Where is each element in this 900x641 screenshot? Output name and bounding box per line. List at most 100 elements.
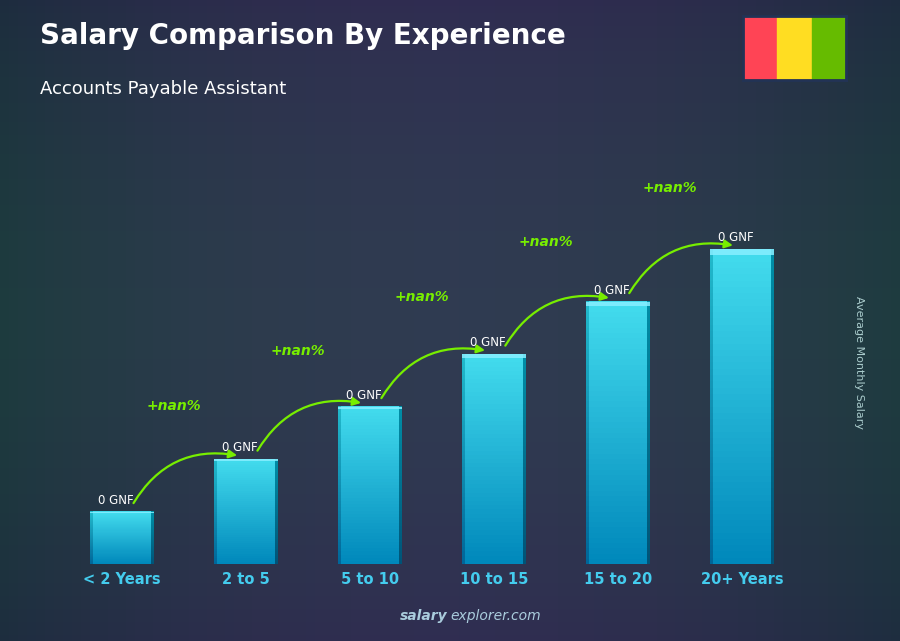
Bar <box>523 370 526 375</box>
Text: 0 GNF: 0 GNF <box>98 494 134 507</box>
Bar <box>274 499 278 501</box>
Bar <box>90 549 155 551</box>
Bar <box>462 362 465 367</box>
Bar <box>214 463 278 465</box>
Bar <box>523 408 526 413</box>
Bar <box>462 442 465 447</box>
Bar <box>709 545 774 551</box>
Bar <box>214 538 278 541</box>
Bar <box>214 551 278 554</box>
Bar <box>274 497 278 499</box>
Bar <box>90 546 155 547</box>
Bar <box>338 554 341 558</box>
Bar <box>709 324 774 331</box>
Bar <box>90 537 155 538</box>
Bar <box>462 488 465 493</box>
Bar <box>399 548 402 551</box>
Bar <box>586 543 590 548</box>
Bar <box>151 519 155 520</box>
Bar <box>646 453 650 459</box>
Bar <box>812 16 846 80</box>
Bar <box>399 560 402 564</box>
Bar <box>709 400 774 406</box>
Bar <box>338 482 341 485</box>
Bar <box>214 474 218 476</box>
Bar <box>770 331 774 337</box>
Bar <box>586 401 650 406</box>
Bar <box>151 514 155 516</box>
Bar <box>338 469 402 472</box>
Bar <box>399 466 402 470</box>
Bar <box>586 390 650 396</box>
Bar <box>338 463 341 467</box>
Bar <box>338 431 341 435</box>
Bar <box>770 280 774 287</box>
Bar <box>586 511 590 517</box>
Bar <box>646 312 650 317</box>
Bar <box>523 492 526 497</box>
Bar <box>274 494 278 497</box>
Bar <box>770 318 774 325</box>
Bar <box>399 485 402 488</box>
Bar <box>586 406 650 412</box>
Bar <box>709 274 774 281</box>
Bar <box>214 488 218 490</box>
Bar <box>709 318 713 325</box>
Bar <box>462 433 526 438</box>
Bar <box>646 469 650 475</box>
Bar <box>338 538 402 542</box>
Bar <box>462 467 526 472</box>
Bar <box>151 529 155 531</box>
Bar <box>523 450 526 455</box>
Bar <box>90 535 94 536</box>
Bar <box>586 553 650 559</box>
Bar <box>462 408 465 413</box>
Bar <box>338 560 402 564</box>
Bar <box>214 499 278 501</box>
Bar <box>770 501 774 508</box>
Bar <box>90 556 155 558</box>
Bar <box>646 359 650 365</box>
Bar <box>90 551 94 553</box>
Text: +nan%: +nan% <box>643 181 698 195</box>
Bar <box>274 513 278 516</box>
Bar <box>462 370 526 375</box>
Bar <box>586 527 590 533</box>
Bar <box>523 522 526 526</box>
Bar <box>90 562 155 563</box>
Bar <box>214 467 278 470</box>
Bar <box>90 554 155 556</box>
Bar <box>214 471 218 474</box>
Bar <box>462 383 526 388</box>
Bar <box>214 540 218 543</box>
Bar <box>214 482 218 485</box>
Bar <box>338 476 341 479</box>
Bar <box>586 448 650 454</box>
Bar <box>462 400 465 404</box>
Bar <box>399 488 402 492</box>
Bar <box>462 526 526 531</box>
Bar <box>90 517 94 518</box>
Bar <box>586 490 650 496</box>
Bar <box>338 410 341 413</box>
Bar <box>274 538 278 541</box>
Bar <box>709 262 774 268</box>
Text: 0 GNF: 0 GNF <box>594 284 629 297</box>
Bar <box>462 404 465 409</box>
Bar <box>462 492 465 497</box>
Bar <box>338 485 402 488</box>
Bar <box>770 375 774 381</box>
Bar <box>462 459 465 463</box>
Bar <box>90 533 155 535</box>
Bar <box>709 494 774 501</box>
Bar <box>214 555 218 558</box>
Bar <box>709 299 774 306</box>
Bar <box>214 505 278 508</box>
Bar <box>709 369 713 375</box>
Bar <box>586 537 590 543</box>
Bar <box>338 479 341 482</box>
Bar <box>462 501 465 505</box>
Bar <box>709 287 713 293</box>
Bar <box>462 429 526 434</box>
Bar <box>90 517 155 518</box>
